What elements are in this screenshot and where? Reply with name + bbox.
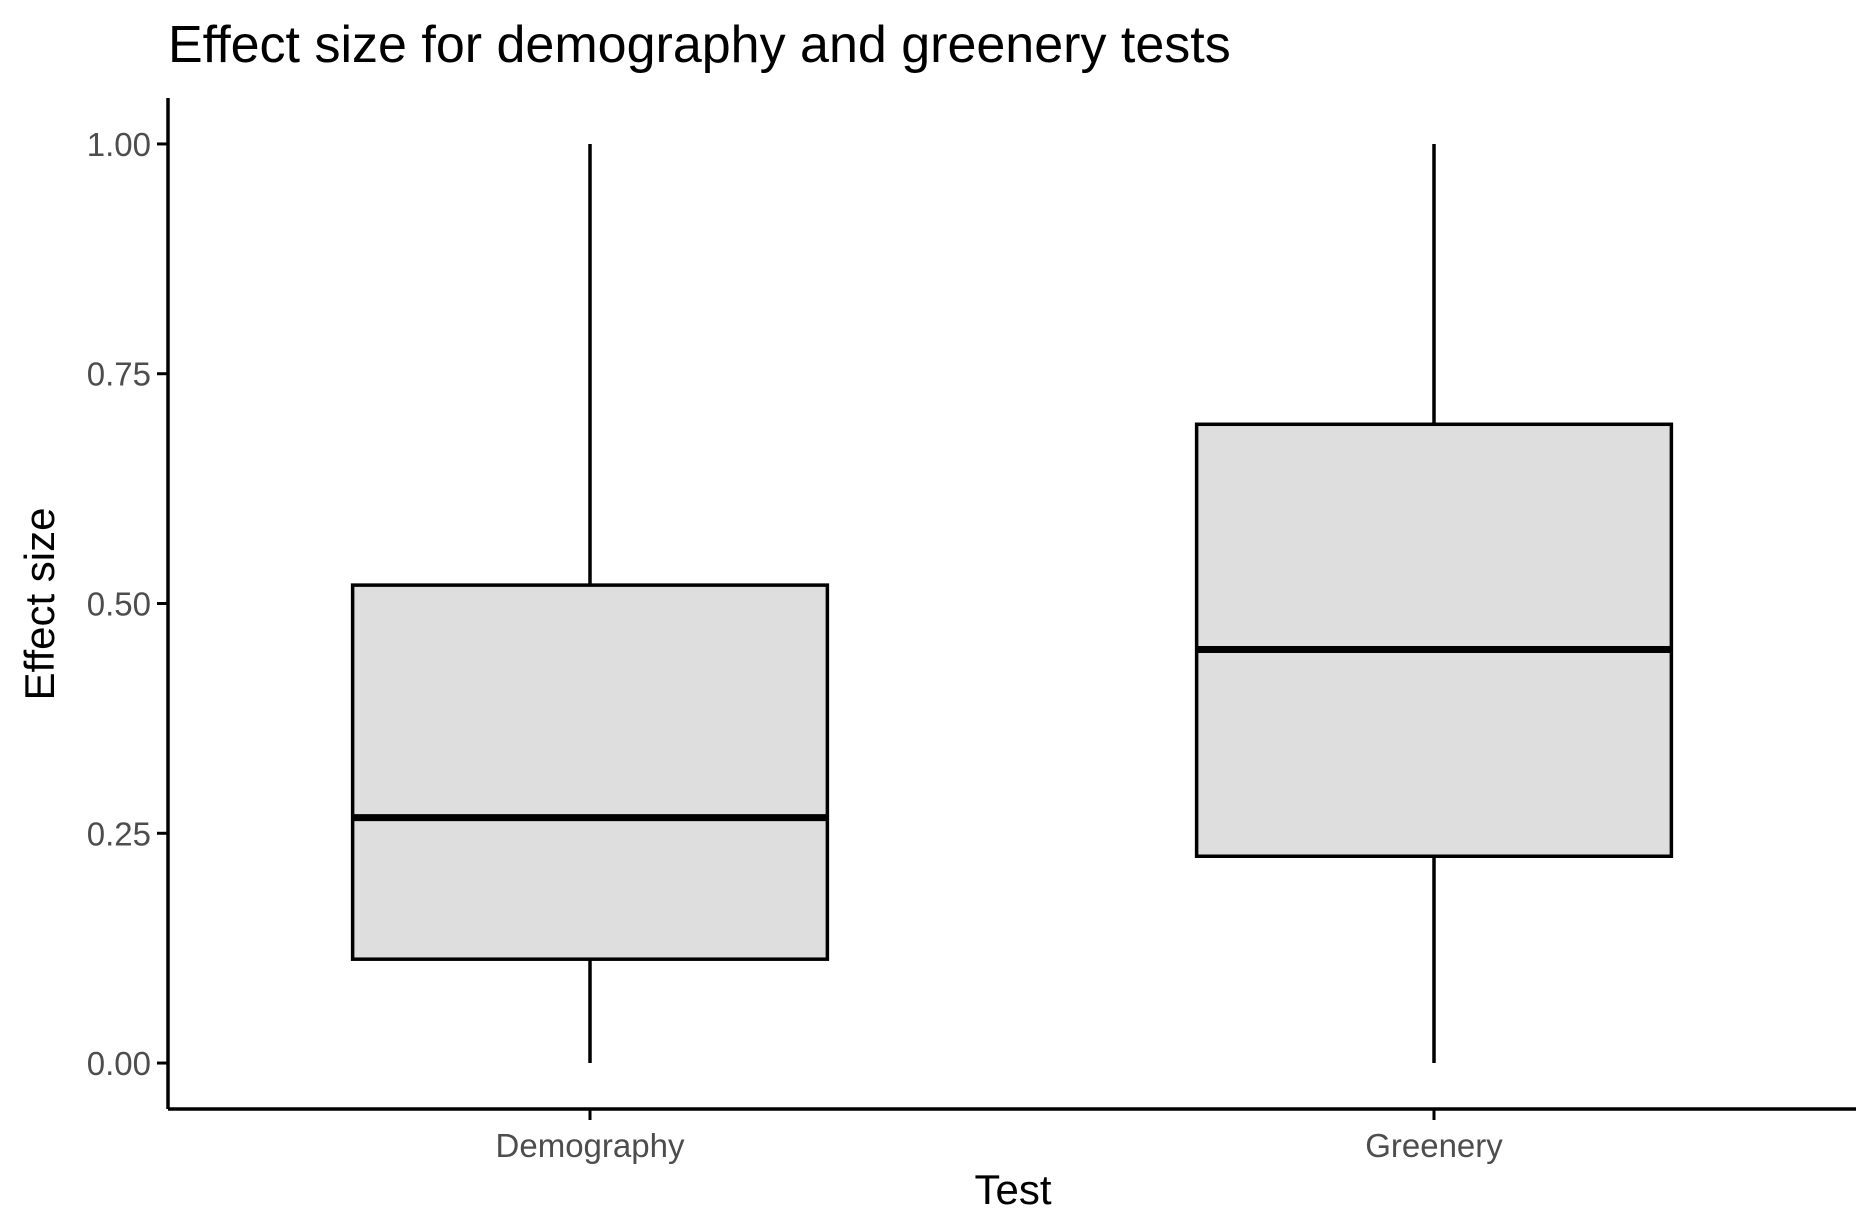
box-demography (350, 143, 830, 1064)
y-tick-label: 0.50 (87, 586, 151, 623)
iqr-box (1194, 422, 1674, 858)
x-tick-label: Demography (496, 1127, 685, 1164)
x-axis-title: Test (974, 1166, 1051, 1213)
x-axis-ticks: Demography Greenery (496, 1109, 1503, 1164)
box-greenery (1194, 143, 1674, 1064)
chart-title: Effect size for demography and greenery … (168, 16, 1231, 74)
y-tick-label: 0.25 (87, 815, 151, 852)
y-axis-title: Effect size (16, 508, 63, 701)
y-tick-label: 0.75 (87, 356, 151, 393)
y-axis-ticks: 0.00 0.25 0.50 0.75 1.00 (87, 126, 168, 1082)
iqr-box (350, 583, 830, 961)
x-tick-label: Greenery (1365, 1127, 1503, 1164)
y-tick-label: 1.00 (87, 126, 151, 163)
boxes-layer (350, 143, 1674, 1064)
y-tick-label: 0.00 (87, 1045, 151, 1082)
